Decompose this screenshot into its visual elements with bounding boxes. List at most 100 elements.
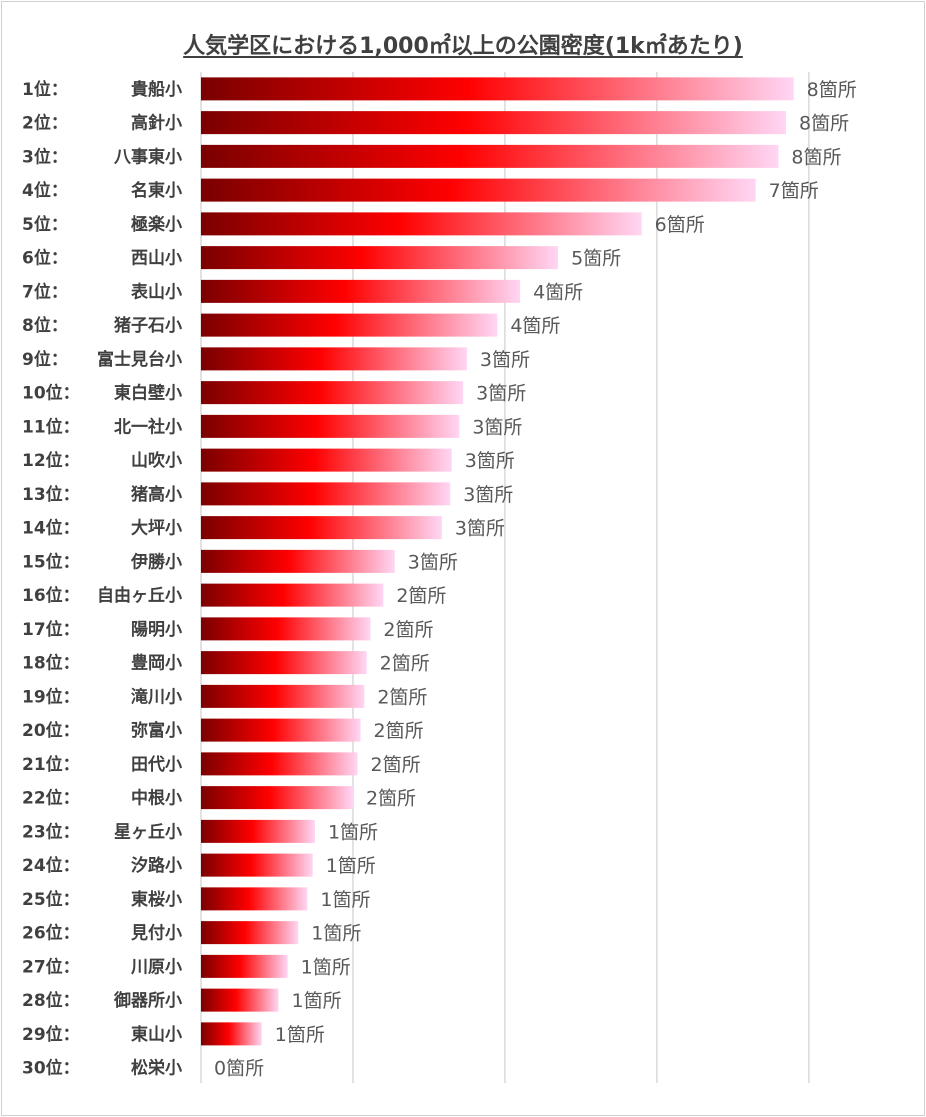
data-label: 8箇所 bbox=[791, 146, 841, 168]
school-label: 猪高小 bbox=[131, 484, 182, 505]
rank-label: 28位： bbox=[22, 990, 80, 1011]
school-label: 西山小 bbox=[131, 249, 182, 269]
bar bbox=[201, 414, 460, 438]
school-label: 松栄小 bbox=[131, 1058, 182, 1079]
rank-label: 6位： bbox=[22, 248, 68, 269]
school-label: 中根小 bbox=[131, 788, 182, 809]
school-label: 御器所小 bbox=[113, 990, 182, 1011]
data-label: 1箇所 bbox=[328, 821, 378, 843]
bar bbox=[201, 212, 642, 236]
data-label: 2箇所 bbox=[377, 686, 427, 708]
bar bbox=[201, 853, 313, 877]
data-label: 1箇所 bbox=[326, 855, 376, 877]
rank-label: 18位： bbox=[22, 653, 80, 674]
data-label: 1箇所 bbox=[311, 923, 361, 945]
school-label: 名東小 bbox=[131, 180, 182, 201]
data-label: 2箇所 bbox=[396, 585, 446, 607]
rank-label: 23位： bbox=[22, 821, 80, 842]
rank-label: 14位： bbox=[22, 518, 80, 539]
data-label: 6箇所 bbox=[655, 214, 705, 236]
school-label: 山吹小 bbox=[131, 450, 182, 471]
school-label: 汐路小 bbox=[131, 855, 182, 876]
data-label: 1箇所 bbox=[291, 990, 341, 1012]
rank-label: 21位： bbox=[22, 754, 80, 775]
data-label: 5箇所 bbox=[571, 248, 621, 270]
rank-label: 8位： bbox=[22, 315, 68, 336]
school-label: 八事東小 bbox=[114, 146, 182, 167]
bar bbox=[201, 617, 371, 641]
bar bbox=[201, 178, 756, 202]
rank-label: 11位： bbox=[22, 416, 80, 437]
rank-label: 7位： bbox=[22, 281, 68, 302]
school-label: 猪子石小 bbox=[114, 315, 182, 336]
data-label: 8箇所 bbox=[799, 113, 849, 135]
school-label: 星ヶ丘小 bbox=[114, 822, 182, 842]
school-label: 表山小 bbox=[131, 281, 182, 302]
rank-label: 22位： bbox=[22, 788, 80, 809]
labels: 1位： 貴船小 8箇所 2位： 高針小 8箇所 3位： 八事東小 8箇所 4位： 名東小 7箇所 5位：… bbox=[22, 79, 857, 1080]
bar bbox=[201, 381, 464, 405]
data-label: 2箇所 bbox=[380, 653, 430, 675]
school-label: 東白壁小 bbox=[114, 383, 182, 404]
bar bbox=[201, 313, 498, 337]
school-label: 貴船小 bbox=[131, 79, 182, 100]
bar bbox=[201, 684, 365, 708]
rank-label: 3位： bbox=[22, 146, 68, 167]
bar bbox=[201, 752, 358, 776]
bar bbox=[201, 921, 299, 945]
school-label: 豊岡小 bbox=[131, 653, 182, 674]
data-label: 1箇所 bbox=[275, 1024, 325, 1046]
bar bbox=[201, 144, 779, 168]
gridlines bbox=[200, 72, 810, 1083]
data-label: 1箇所 bbox=[320, 889, 370, 911]
rank-label: 24位： bbox=[22, 855, 80, 876]
data-label: 1箇所 bbox=[301, 956, 351, 978]
bar bbox=[201, 819, 315, 843]
rank-label: 1位： bbox=[22, 79, 68, 100]
rank-label: 27位： bbox=[22, 956, 80, 977]
bar bbox=[201, 718, 361, 742]
bar bbox=[201, 954, 288, 978]
data-label: 4箇所 bbox=[510, 315, 560, 337]
bar bbox=[201, 246, 559, 270]
data-label: 3箇所 bbox=[463, 484, 513, 506]
bar bbox=[201, 448, 452, 472]
school-label: 東桜小 bbox=[131, 889, 182, 910]
data-label: 2箇所 bbox=[383, 619, 433, 641]
school-label: 田代小 bbox=[131, 754, 182, 775]
school-label: 富士見台小 bbox=[97, 349, 182, 370]
school-label: 弥富小 bbox=[131, 720, 182, 741]
rank-label: 26位： bbox=[22, 923, 80, 944]
bar bbox=[201, 988, 279, 1012]
bars bbox=[201, 77, 794, 1046]
school-label: 陽明小 bbox=[131, 620, 182, 640]
bar bbox=[201, 549, 395, 573]
rank-label: 5位： bbox=[22, 214, 68, 235]
school-label: 極楽小 bbox=[131, 214, 182, 235]
data-label: 3箇所 bbox=[480, 349, 530, 371]
data-label: 3箇所 bbox=[476, 383, 526, 405]
school-label: 高針小 bbox=[131, 113, 182, 134]
school-label: 東山小 bbox=[131, 1024, 182, 1045]
data-label: 3箇所 bbox=[472, 416, 522, 438]
bar bbox=[201, 887, 308, 911]
school-label: 見付小 bbox=[130, 923, 182, 944]
bar bbox=[201, 77, 794, 101]
bar bbox=[201, 651, 367, 675]
data-label: 2箇所 bbox=[374, 720, 424, 742]
data-label: 2箇所 bbox=[371, 754, 421, 776]
data-label: 4箇所 bbox=[533, 281, 583, 303]
rank-label: 25位： bbox=[22, 889, 80, 910]
rank-label: 13位： bbox=[22, 484, 80, 505]
rank-label: 16位： bbox=[22, 585, 80, 606]
bar bbox=[201, 786, 353, 810]
data-label: 3箇所 bbox=[408, 551, 458, 573]
data-label: 7箇所 bbox=[769, 180, 819, 202]
school-label: 伊勝小 bbox=[130, 551, 182, 572]
rank-label: 10位： bbox=[22, 383, 80, 404]
school-label: 川原小 bbox=[130, 957, 182, 977]
school-label: 大坪小 bbox=[131, 518, 182, 539]
bar bbox=[201, 279, 521, 303]
rank-label: 17位： bbox=[22, 619, 80, 640]
